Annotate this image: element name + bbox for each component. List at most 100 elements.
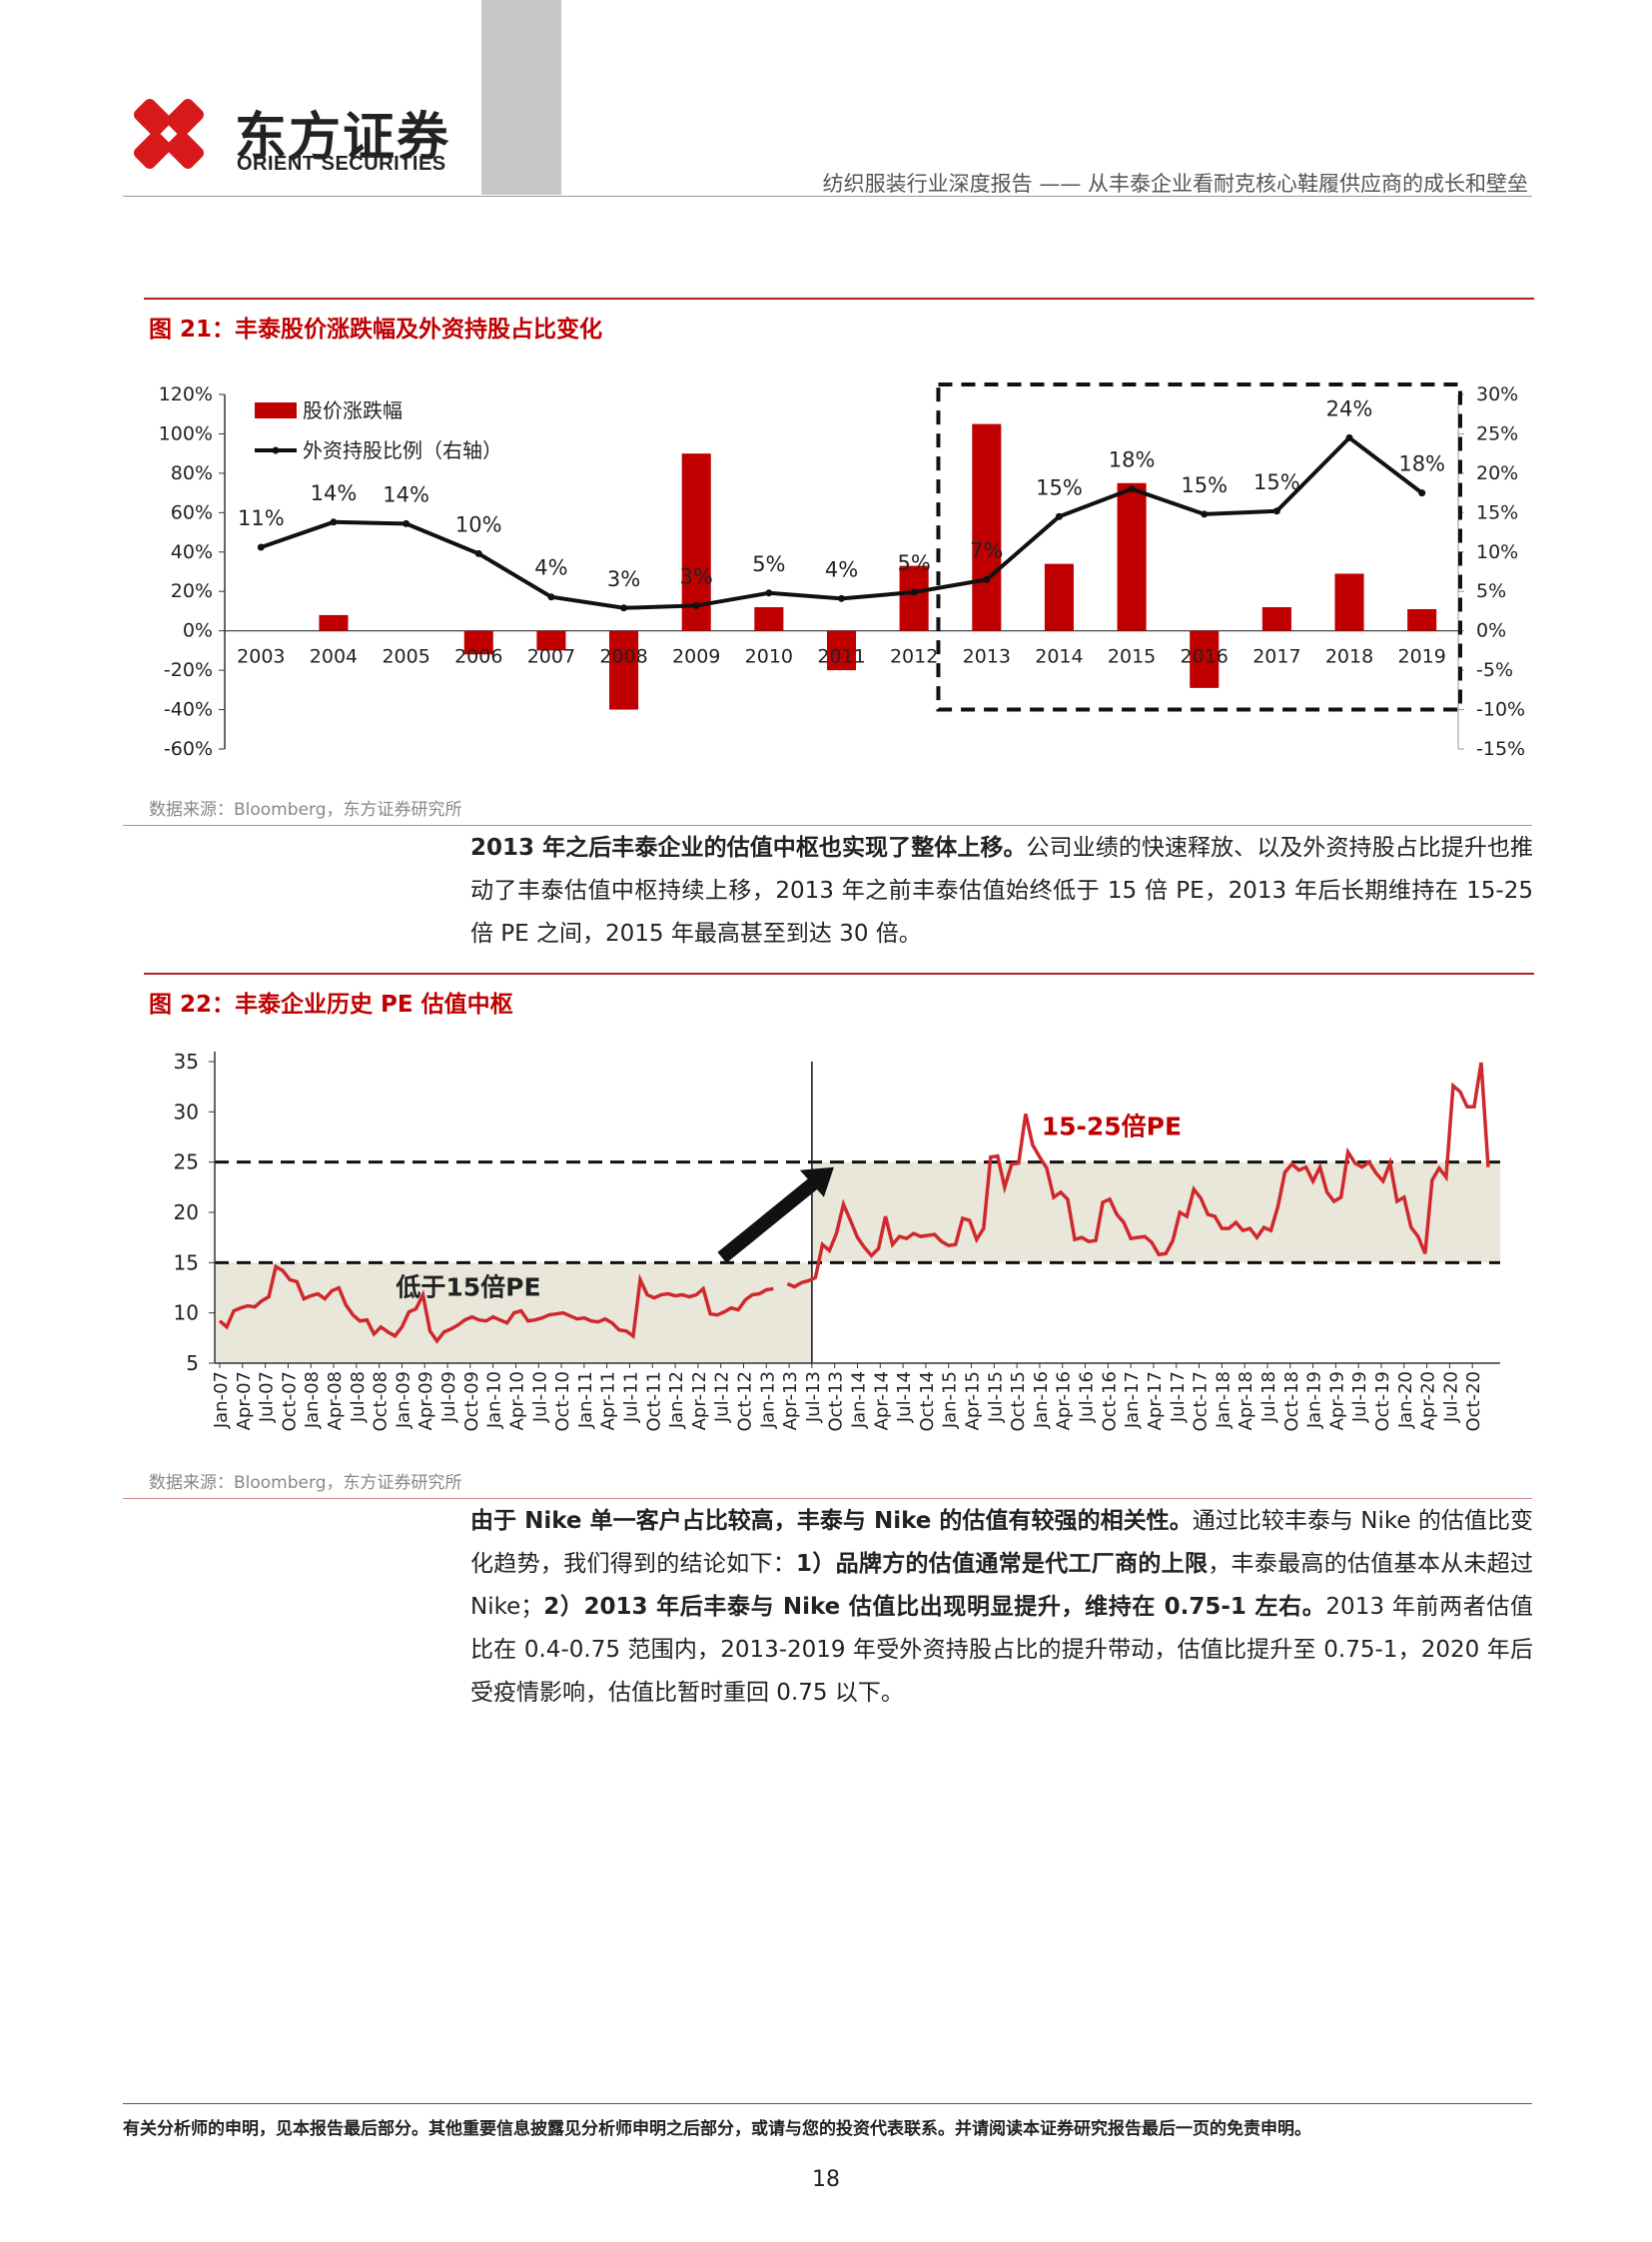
logo-chinese-name: 东方证券 [235,108,451,168]
x-tick-label: Jan-19 [1304,1371,1325,1429]
paragraph-valuation: 2013 年之后丰泰企业的估值中枢也实现了整体上移。公司业绩的快速释放、以及外资… [470,827,1533,956]
band-label-15-25pe: 15-25倍PE [1042,1112,1182,1140]
paragraph-nike-body2: ，丰泰最高的估值基本从未超过 Nike； [470,1551,1534,1620]
bar-2013 [972,423,1002,631]
left-tick-label: -20% [164,659,213,681]
right-tick-label: 5% [1476,580,1506,602]
x-tick-label: Apr-16 [1054,1371,1075,1430]
x-tick-label: Apr-20 [1418,1371,1439,1430]
foreign-holding-label: 15% [1036,475,1083,499]
bar-2008 [609,630,639,710]
x-label-2011: 2011 [817,646,865,668]
paragraph-nike-lead: 由于 Nike 单一客户占比较高，丰泰与 Nike 的估值有较强的相关性。 [470,1508,1193,1534]
x-label-2009: 2009 [672,646,720,668]
foreign-holding-point [1345,433,1353,441]
foreign-holding-label: 14% [383,482,429,506]
x-tick-label: Apr-07 [234,1371,255,1430]
y-tick-label: 25 [174,1150,199,1174]
x-tick-label: Apr-09 [415,1371,436,1430]
bar-2016 [1190,630,1220,688]
x-label-2018: 2018 [1325,646,1373,668]
foreign-holding-label: 7% [970,538,1003,562]
bar-2014 [1044,563,1074,631]
x-tick-label: Oct-16 [1099,1371,1120,1432]
x-label-2008: 2008 [599,646,647,668]
upward-arrow-head [799,1166,834,1197]
left-tick-label: 0% [183,620,213,642]
right-tick-label: -10% [1476,699,1525,721]
foreign-holding-point [910,588,918,596]
x-tick-label: Jan-16 [1031,1371,1052,1429]
x-tick-label: Jul-11 [620,1371,641,1423]
foreign-holding-label: 3% [607,567,640,591]
left-tick-label: -40% [164,699,213,721]
right-tick-label: 25% [1476,422,1518,444]
x-tick-label: Apr-14 [871,1371,892,1430]
figure21-title: 图 21：丰泰股价涨跌幅及外资持股占比变化 [149,317,603,343]
left-tick-label: 80% [171,462,213,484]
legend-line-marker [272,446,280,454]
x-tick-label: Jan-13 [757,1371,778,1429]
bar-2004 [319,614,349,631]
left-tick-label: 20% [171,580,213,602]
x-tick-label: Apr-10 [506,1371,527,1430]
x-tick-label: Jul-19 [1349,1371,1370,1423]
figure22-source: 数据来源：Bloomberg，东方证券研究所 [149,1473,462,1493]
x-label-2019: 2019 [1397,646,1445,668]
figure21-chart: 120% 100% 80% 60% 40% 20% 0% -20% -40% -60% 30% 25%… [159,382,1525,760]
x-label-2014: 2014 [1035,646,1083,668]
legend-bar-swatch [255,402,297,418]
x-tick-label: Jan-14 [849,1371,870,1429]
right-tick-label: -15% [1476,738,1525,760]
bar-2019 [1407,608,1437,631]
x-tick-label: Apr-17 [1145,1371,1166,1430]
x-tick-label: Jan-09 [393,1371,413,1429]
upward-arrow-shaft [717,1172,825,1263]
x-tick-label: Jul-13 [803,1371,824,1423]
x-tick-label: Apr-15 [963,1371,984,1430]
x-tick-label: Oct-15 [1008,1371,1029,1432]
bar-2009 [681,453,711,631]
foreign-holding-label: 5% [897,551,930,575]
right-tick-label: -5% [1476,659,1513,681]
foreign-holding-line [260,434,1423,610]
page-number: 18 [812,2167,840,2192]
y-tick-label: 35 [174,1050,199,1074]
foreign-holding-label: 18% [1398,452,1445,476]
foreign-holding-label: 5% [752,552,785,576]
left-tick-label: -60% [164,738,213,760]
y-tick-label: 30 [174,1100,199,1123]
x-tick-label: Jan-08 [302,1371,323,1429]
x-tick-label: Jan-12 [666,1371,687,1429]
foreign-holding-point [765,589,773,597]
x-label-2010: 2010 [745,646,793,668]
bar-2015 [1117,482,1147,631]
left-tick-label: 40% [171,541,213,563]
x-tick-label: Oct-14 [917,1371,938,1432]
paragraph-nike-body1: 通过比较丰泰与 Nike 的估值比变化趋势，我们得到的结论如下： [470,1508,1533,1577]
foreign-holding-label: 4% [825,557,858,581]
foreign-holding-point [692,601,700,609]
footer-divider [123,2103,1532,2104]
header-gray-bar [481,0,561,195]
orient-securities-logo-icon [134,99,204,169]
legend-line-label: 外资持股比例（右轴） [303,438,502,462]
x-tick-label: Jul-10 [529,1371,550,1423]
bar-2018 [1334,573,1364,631]
x-label-2006: 2006 [454,646,502,668]
report-title: 纺织服装行业深度报告 —— 从丰泰企业看耐克核心鞋履供应商的成长和壁垒 [822,172,1528,196]
x-tick-label: Oct-19 [1372,1371,1393,1432]
x-tick-label: Jul-17 [1168,1371,1189,1423]
x-tick-label: Jan-20 [1395,1371,1416,1429]
foreign-holding-label: 18% [1109,448,1156,472]
foreign-holding-point [547,593,555,601]
x-tick-label: Oct-17 [1191,1371,1212,1432]
bar-2017 [1261,607,1291,631]
header-divider [123,196,1532,197]
x-label-2007: 2007 [527,646,575,668]
bar-2010 [754,607,784,631]
bar-2012 [899,565,929,631]
figure22-title: 图 22：丰泰企业历史 PE 估值中枢 [149,992,513,1018]
foreign-holding-point [257,543,265,551]
x-tick-label: Jul-07 [257,1371,278,1423]
